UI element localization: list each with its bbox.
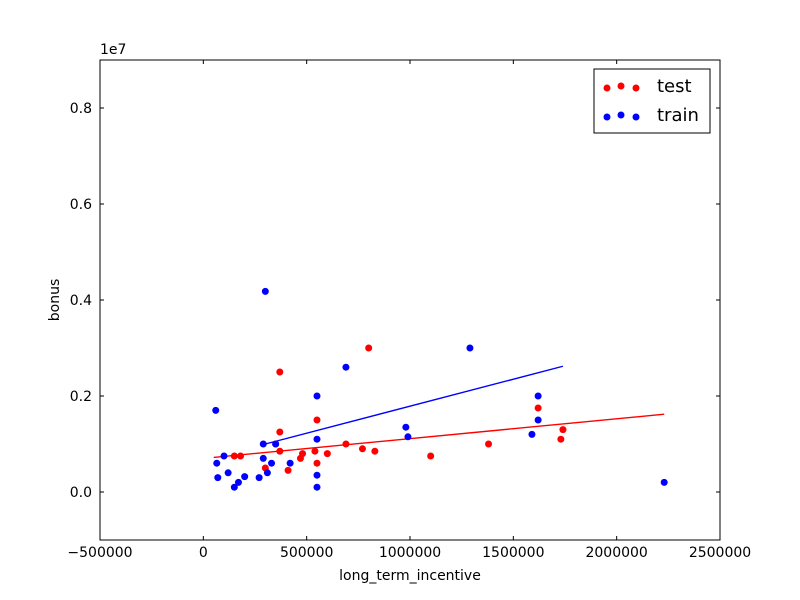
data-point-test [299,450,307,458]
legend-dot [617,111,625,119]
data-point-test [237,452,245,460]
data-point-test [276,368,284,376]
data-point-train [261,287,269,295]
data-point-test [276,447,284,455]
data-point-train [212,406,220,414]
y-tick-label: 0.2 [70,389,92,405]
legend-label-train: train [657,105,699,126]
data-point-train [268,459,276,467]
data-point-test [371,447,379,455]
x-tick-label: −500000 [67,545,132,561]
x-tick-label: 500000 [280,545,333,561]
data-point-train [313,483,321,491]
data-point-test [311,447,319,455]
data-point-test [358,445,366,453]
data-point-train [660,478,668,486]
y-axis-label: bonus [47,279,63,322]
fit-line-test [213,413,665,459]
data-point-test [230,452,238,460]
data-point-test [342,440,350,448]
data-point-test [323,450,331,458]
legend-label-test: test [657,76,692,97]
x-axis-label: long_term_incentive [339,568,481,584]
data-point-train [342,363,350,371]
y-offset-label: 1e7 [100,42,126,58]
data-point-train [214,474,222,482]
data-point-test [313,459,321,467]
y-tick-label: 0.8 [70,101,92,117]
x-tick-label: 2500000 [689,545,751,561]
x-tick-label: 1000000 [379,545,441,561]
data-point-train [259,454,267,462]
fit-line-train [265,365,564,445]
legend: test train [593,68,711,134]
x-tick-label: 0 [199,545,208,561]
data-point-test [284,466,292,474]
data-point-test [365,344,373,352]
y-tick-label: 0.4 [70,293,92,309]
data-point-train [255,474,263,482]
data-point-test [427,452,435,460]
data-point-train [230,483,238,491]
data-point-train [259,440,267,448]
data-point-train [313,392,321,400]
data-point-test [557,435,565,443]
legend-dot [617,82,625,90]
data-point-train [286,459,294,467]
data-point-train [241,473,249,481]
legend-frame [593,68,711,134]
data-point-test [534,404,542,412]
legend-marker-train [603,111,640,121]
x-axis-ticks: −500000 0 500000 1000000 1500000 2000000 25000… [67,60,751,561]
data-point-train [234,478,242,486]
x-tick-label: 1500000 [482,545,544,561]
data-point-test [313,416,321,424]
data-point-train [402,423,410,431]
data-point-test [485,440,493,448]
fit-lines [213,365,665,459]
y-tick-label: 0.0 [70,485,92,501]
legend-dot [603,84,611,92]
legend-dot [603,113,611,121]
data-points [212,287,668,491]
data-point-train [534,416,542,424]
y-tick-label: 0.6 [70,197,92,213]
data-point-train [466,344,474,352]
legend-dot [632,84,640,92]
data-point-train [313,435,321,443]
data-point-test [276,428,284,436]
plot-area [100,60,720,540]
legend-dot [632,113,640,121]
data-point-train [213,459,221,467]
y-axis-ticks: 0.0 0.2 0.4 0.6 0.8 [70,101,720,501]
x-tick-label: 2000000 [585,545,647,561]
data-point-train [220,452,228,460]
data-point-train [263,469,271,477]
data-point-train [404,433,412,441]
data-point-train [528,430,536,438]
data-point-train [534,392,542,400]
data-point-train [224,469,232,477]
legend-marker-test [603,82,640,92]
data-point-train [272,440,280,448]
data-point-test [559,426,567,434]
data-point-train [313,471,321,479]
